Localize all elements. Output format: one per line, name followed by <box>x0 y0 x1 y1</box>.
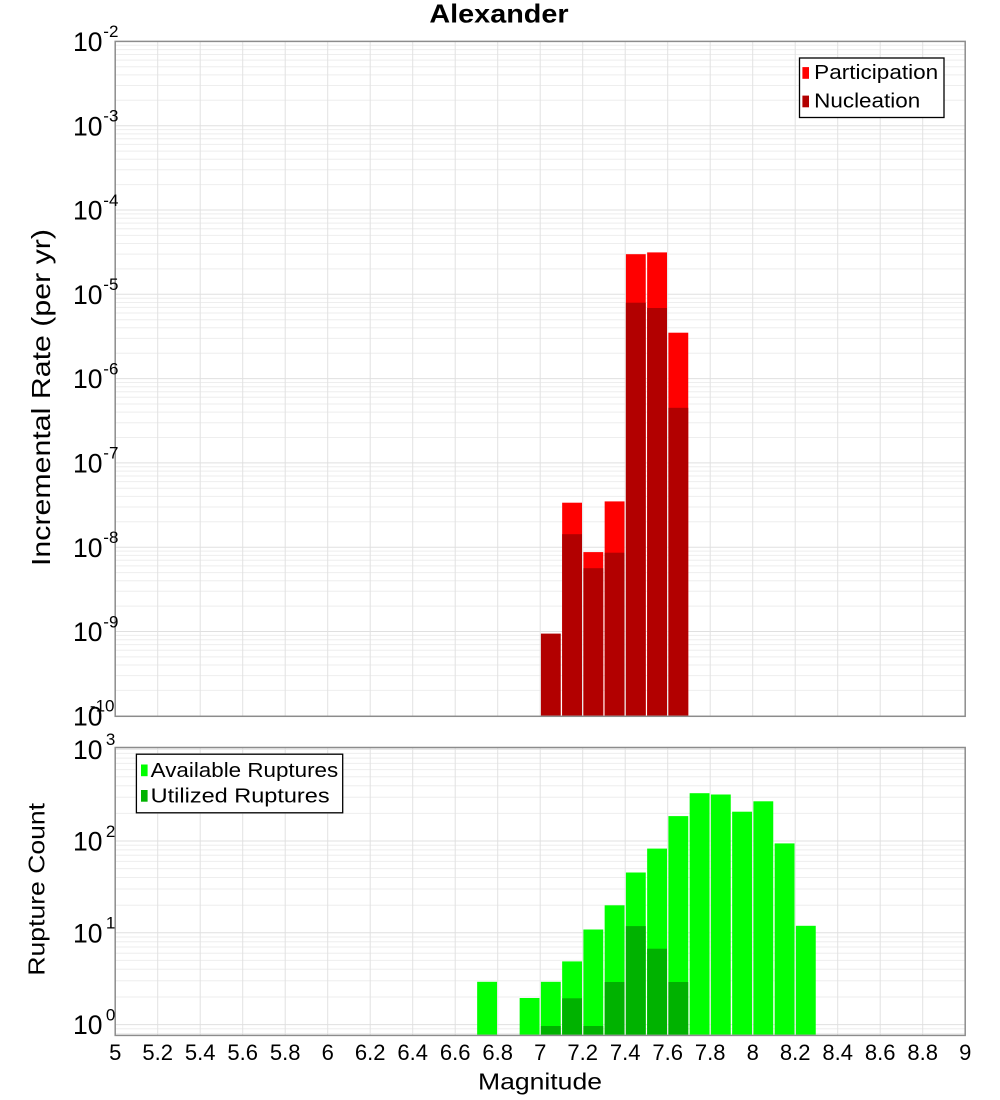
svg-text:Participation: Participation <box>814 62 938 84</box>
svg-text:8.2: 8.2 <box>780 1040 811 1065</box>
svg-text:7.6: 7.6 <box>652 1040 683 1065</box>
svg-text:10: 10 <box>73 1010 102 1040</box>
svg-text:10: 10 <box>73 827 102 857</box>
svg-text:5.4: 5.4 <box>185 1040 216 1065</box>
svg-text:6.4: 6.4 <box>397 1040 428 1065</box>
svg-text:Alexander: Alexander <box>429 0 568 28</box>
svg-text:-4: -4 <box>103 191 118 210</box>
svg-text:-2: -2 <box>103 22 118 41</box>
svg-text:10: 10 <box>73 918 102 948</box>
svg-text:7.4: 7.4 <box>610 1040 641 1065</box>
svg-text:5.8: 5.8 <box>270 1040 301 1065</box>
svg-text:8.6: 8.6 <box>865 1040 896 1065</box>
svg-text:10: 10 <box>73 364 102 394</box>
svg-text:10: 10 <box>73 735 102 765</box>
svg-text:-8: -8 <box>103 528 118 547</box>
svg-text:8: 8 <box>747 1040 759 1065</box>
svg-text:8.8: 8.8 <box>907 1040 938 1065</box>
svg-text:2: 2 <box>106 822 115 841</box>
svg-text:10: 10 <box>73 111 102 141</box>
svg-text:6.8: 6.8 <box>482 1040 513 1065</box>
svg-text:9: 9 <box>959 1040 971 1065</box>
svg-text:1: 1 <box>106 914 115 933</box>
svg-text:5.6: 5.6 <box>227 1040 258 1065</box>
svg-text:8.4: 8.4 <box>822 1040 853 1065</box>
svg-text:10: 10 <box>73 280 102 310</box>
svg-text:6: 6 <box>322 1040 334 1065</box>
svg-text:-6: -6 <box>103 359 118 378</box>
svg-text:7.2: 7.2 <box>567 1040 598 1065</box>
svg-text:10: 10 <box>73 196 102 226</box>
svg-text:Magnitude: Magnitude <box>478 1069 602 1095</box>
svg-text:7.8: 7.8 <box>695 1040 726 1065</box>
svg-text:Nucleation: Nucleation <box>814 91 920 113</box>
svg-text:-9: -9 <box>103 612 118 631</box>
svg-text:5.2: 5.2 <box>142 1040 173 1065</box>
svg-text:10: 10 <box>73 533 102 563</box>
svg-text:3: 3 <box>106 730 115 749</box>
svg-text:Incremental Rate (per yr): Incremental Rate (per yr) <box>26 229 56 566</box>
svg-text:7: 7 <box>534 1040 546 1065</box>
svg-text:6.6: 6.6 <box>440 1040 471 1065</box>
svg-text:-3: -3 <box>103 107 118 126</box>
svg-text:10: 10 <box>73 701 102 731</box>
svg-text:5: 5 <box>109 1040 121 1065</box>
svg-text:10: 10 <box>73 449 102 479</box>
svg-text:Utilized Ruptures: Utilized Ruptures <box>151 785 330 807</box>
svg-text:10: 10 <box>73 617 102 647</box>
svg-text:Available Ruptures: Available Ruptures <box>151 760 339 782</box>
svg-text:-10: -10 <box>90 697 115 716</box>
svg-text:-5: -5 <box>103 275 118 294</box>
svg-text:6.2: 6.2 <box>355 1040 386 1065</box>
svg-text:10: 10 <box>73 27 102 57</box>
svg-text:Rupture Count: Rupture Count <box>24 802 50 975</box>
svg-text:0: 0 <box>106 1005 115 1024</box>
svg-text:-7: -7 <box>103 444 118 463</box>
